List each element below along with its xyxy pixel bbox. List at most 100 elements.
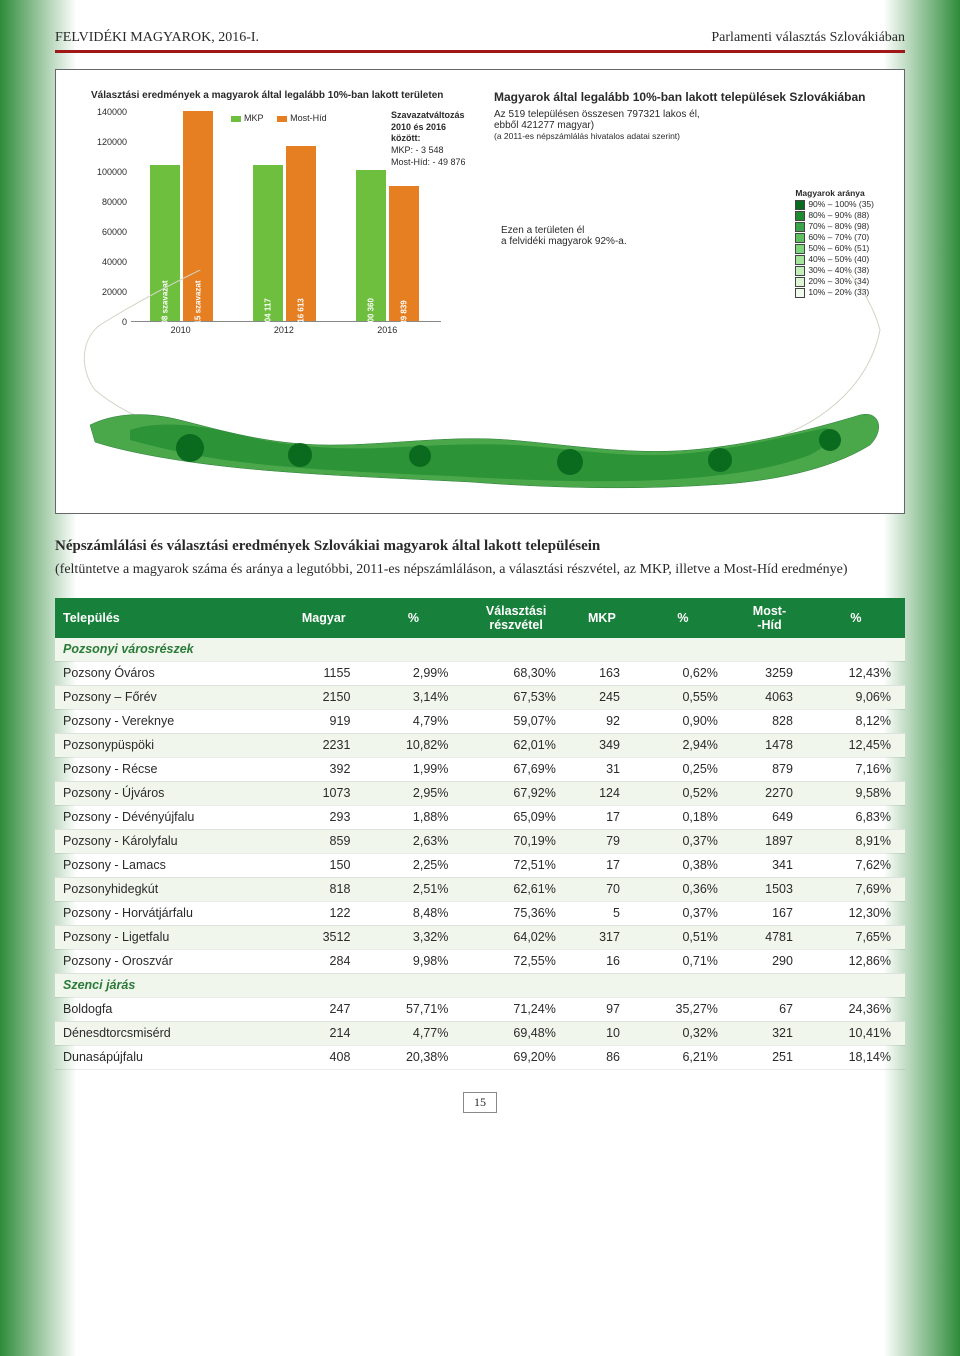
map-legend-item: 50% – 60% (51) <box>795 243 874 254</box>
caption-title: Népszámlálási és választási eredmények S… <box>55 538 905 555</box>
table-cell: 35,27% <box>634 997 732 1021</box>
caption-block: Népszámlálási és választási eredmények S… <box>55 538 905 580</box>
table-cell: 1,99% <box>364 757 462 781</box>
table-cell: 5 <box>570 901 634 925</box>
table-row: Pozsony - Récse3921,99%67,69%310,25%8797… <box>55 757 905 781</box>
table-cell: 2,51% <box>364 877 462 901</box>
table-cell: 70,19% <box>462 829 569 853</box>
table-cell: 0,25% <box>634 757 732 781</box>
table-cell: 18,14% <box>807 1045 905 1069</box>
table-cell: 8,91% <box>807 829 905 853</box>
table-cell: 12,30% <box>807 901 905 925</box>
table-row: Pozsony - Újváros10732,95%67,92%1240,52%… <box>55 781 905 805</box>
table-cell: 7,16% <box>807 757 905 781</box>
table-cell: 24,36% <box>807 997 905 1021</box>
table-cell: 290 <box>732 949 807 973</box>
table-row: Pozsony - Károlyfalu8592,63%70,19%790,37… <box>55 829 905 853</box>
table-row: Pozsonypüspöki223110,82%62,01%3492,94%14… <box>55 733 905 757</box>
table-cell: 2150 <box>283 685 364 709</box>
table-cell: 859 <box>283 829 364 853</box>
table-cell: 20,38% <box>364 1045 462 1069</box>
table-cell: 408 <box>283 1045 364 1069</box>
table-cell: Pozsony - Horvátjárfalu <box>55 901 283 925</box>
table-cell: Pozsony - Récse <box>55 757 283 781</box>
header-right: Parlamenti választás Szlovákiában <box>711 30 905 46</box>
table-cell: Pozsony – Főrév <box>55 685 283 709</box>
table-row: Pozsony Óváros11552,99%68,30%1630,62%325… <box>55 661 905 685</box>
table-cell: 0,32% <box>634 1021 732 1045</box>
map-legend-item: 70% – 80% (98) <box>795 221 874 232</box>
table-cell: 12,43% <box>807 661 905 685</box>
table-cell: 2,25% <box>364 853 462 877</box>
table-cell: 163 <box>570 661 634 685</box>
table-cell: 1478 <box>732 733 807 757</box>
table-cell: 828 <box>732 709 807 733</box>
table-cell: 0,90% <box>634 709 732 733</box>
col-header: Magyar <box>283 598 364 638</box>
ytick: 40000 <box>93 257 127 267</box>
table-cell: 67,53% <box>462 685 569 709</box>
table-cell: 349 <box>570 733 634 757</box>
table-cell: 1,88% <box>364 805 462 829</box>
chart-title: Választási eredmények a magyarok által l… <box>91 90 471 101</box>
table-cell: 9,06% <box>807 685 905 709</box>
table-cell: 7,65% <box>807 925 905 949</box>
table-cell: 245 <box>570 685 634 709</box>
table-row: Pozsony - Horvátjárfalu1228,48%75,36%50,… <box>55 901 905 925</box>
table-cell: 10,41% <box>807 1021 905 1045</box>
table-cell: 59,07% <box>462 709 569 733</box>
table-cell: 6,21% <box>634 1045 732 1069</box>
table-cell: 0,51% <box>634 925 732 949</box>
table-cell: 92 <box>570 709 634 733</box>
table-row: Pozsony - Vereknye9194,79%59,07%920,90%8… <box>55 709 905 733</box>
table-cell: Pozsony - Oroszvár <box>55 949 283 973</box>
table-row: Dénesdtorcsmisérd2144,77%69,48%100,32%32… <box>55 1021 905 1045</box>
table-cell: 2,63% <box>364 829 462 853</box>
table-cell: Boldogfa <box>55 997 283 1021</box>
table-cell: 2,99% <box>364 661 462 685</box>
table-cell: Pozsony - Károlyfalu <box>55 829 283 853</box>
figure-box: Választási eredmények a magyarok által l… <box>55 69 905 514</box>
map-title: Magyarok által legalább 10%-ban lakott t… <box>494 90 884 104</box>
table-cell: 341 <box>732 853 807 877</box>
table-cell: 0,36% <box>634 877 732 901</box>
table-cell: 0,18% <box>634 805 732 829</box>
ytick: 100000 <box>93 167 127 177</box>
section-heading: Pozsonyi városrészek <box>55 638 905 662</box>
map-legend-item: 80% – 90% (88) <box>795 210 874 221</box>
ytick: 120000 <box>93 137 127 147</box>
table-cell: 150 <box>283 853 364 877</box>
table-cell: 124 <box>570 781 634 805</box>
data-table: TelepülésMagyar%VálasztásirészvételMKP%M… <box>55 598 905 1070</box>
table-row: Pozsony - Lamacs1502,25%72,51%170,38%341… <box>55 853 905 877</box>
table-cell: 9,98% <box>364 949 462 973</box>
col-header: % <box>364 598 462 638</box>
table-cell: 0,62% <box>634 661 732 685</box>
table-cell: 10,82% <box>364 733 462 757</box>
table-cell: Pozsony - Lamacs <box>55 853 283 877</box>
table-cell: 818 <box>283 877 364 901</box>
ytick: 140000 <box>93 107 127 117</box>
table-cell: 12,45% <box>807 733 905 757</box>
table-cell: 4,77% <box>364 1021 462 1045</box>
table-cell: 0,55% <box>634 685 732 709</box>
map-legend-item: 60% – 70% (70) <box>795 232 874 243</box>
col-header: Most--Híd <box>732 598 807 638</box>
table-cell: 214 <box>283 1021 364 1045</box>
page-number: 15 <box>463 1092 497 1113</box>
page-header: FELVIDÉKI MAGYAROK, 2016-I. Parlamenti v… <box>55 30 905 46</box>
table-cell: 2270 <box>732 781 807 805</box>
col-header: % <box>807 598 905 638</box>
table-cell: 69,20% <box>462 1045 569 1069</box>
table-row: Pozsony - Ligetfalu35123,32%64,02%3170,5… <box>55 925 905 949</box>
table-cell: 879 <box>732 757 807 781</box>
ytick: 80000 <box>93 197 127 207</box>
table-cell: 1503 <box>732 877 807 901</box>
table-cell: 293 <box>283 805 364 829</box>
table-row: Pozsony – Főrév21503,14%67,53%2450,55%40… <box>55 685 905 709</box>
map-legend-item: 90% – 100% (35) <box>795 199 874 210</box>
table-header-row: TelepülésMagyar%VálasztásirészvételMKP%M… <box>55 598 905 638</box>
table-cell: 68,30% <box>462 661 569 685</box>
table-cell: 3,32% <box>364 925 462 949</box>
table-cell: 70 <box>570 877 634 901</box>
